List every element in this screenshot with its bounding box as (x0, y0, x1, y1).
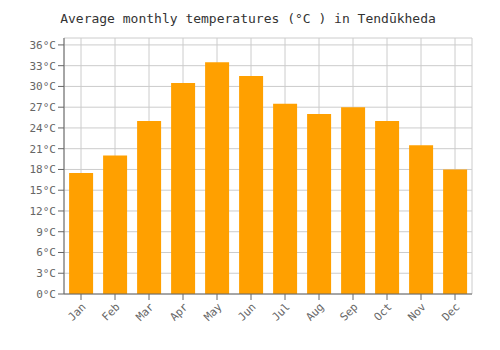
html-text:Average monthly temperatures (: Average monthly temperatures (°C ) in Te… (60, 11, 436, 26)
svg-text:0°C: 0°C (36, 288, 56, 301)
svg-text:15°C: 15°C (30, 184, 57, 197)
svg-text:30°C: 30°C (30, 80, 57, 93)
svg-text:9°C: 9°C (36, 226, 56, 239)
svg-text:6°C: 6°C (36, 246, 56, 259)
svg-text:May: May (201, 300, 225, 324)
svg-text:36°C: 36°C (30, 39, 57, 52)
svg-text:Oct: Oct (371, 300, 394, 323)
svg-text:18°C: 18°C (30, 163, 57, 176)
svg-text:Nov: Nov (405, 300, 429, 324)
svg-text:27°C: 27°C (30, 101, 57, 114)
svg-text:12°C: 12°C (30, 205, 57, 218)
svg-text:3°C: 3°C (36, 267, 56, 280)
svg-text:Apr: Apr (167, 300, 191, 324)
svg-text:33°C: 33°C (30, 60, 57, 73)
svg-text:Dec: Dec (439, 300, 462, 323)
svg-text:Aug: Aug (303, 300, 326, 323)
svg-text:Jun: Jun (235, 300, 258, 323)
svg-text:Sep: Sep (337, 300, 360, 323)
svg-text:Jan: Jan (65, 300, 88, 323)
svg-text:24°C: 24°C (30, 122, 57, 135)
svg-text:Mar: Mar (133, 300, 157, 324)
svg-text:21°C: 21°C (30, 143, 57, 156)
svg-text:Jul: Jul (269, 300, 292, 323)
svg-text:Feb: Feb (99, 300, 122, 323)
